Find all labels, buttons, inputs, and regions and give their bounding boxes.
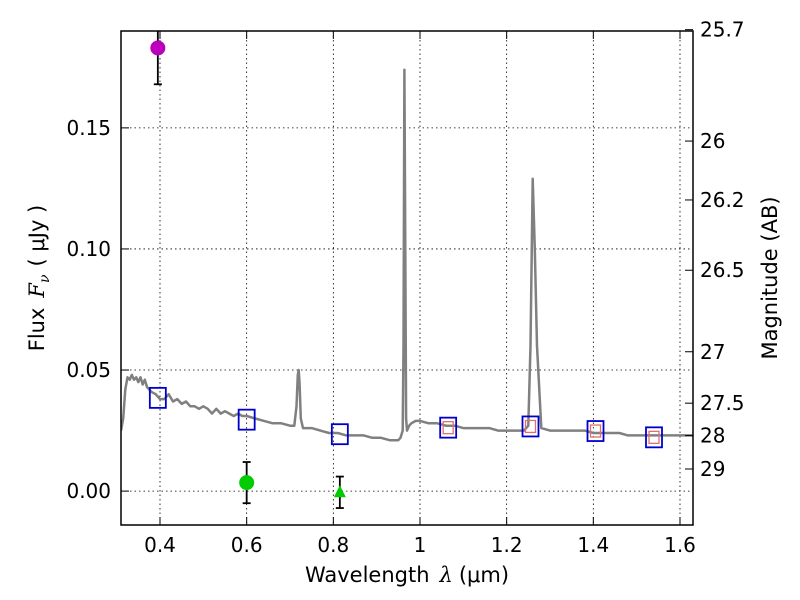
observed-green-limit-marker — [333, 485, 346, 498]
magnitude-tick-label: 25.7 — [700, 18, 745, 42]
grid-lines — [121, 31, 693, 525]
observed-bandpass-flux-marker — [524, 419, 537, 434]
magnitude-tick-label: 26.5 — [700, 258, 745, 282]
model-bandpass-flux-marker — [330, 423, 349, 446]
plot-frame — [120, 30, 694, 526]
y-tick-label: 0.00 — [66, 479, 111, 503]
y-tick-label: 0.05 — [66, 358, 111, 382]
x-axis-label: Wavelength λ (μm) — [305, 563, 509, 587]
plot-area — [121, 31, 693, 509]
model-bandpass-flux-marker — [521, 415, 540, 438]
x-tick-label: 1.4 — [577, 533, 609, 557]
x-tick-label: 1 — [414, 533, 427, 557]
model-bandpass-flux-marker — [439, 416, 458, 439]
model-bandpass-flux-marker — [586, 420, 605, 442]
observed-green-marker — [239, 475, 255, 491]
magnitude-axis-ticks: 25.7 26 26.2 26.5 27 27.5 28 29 — [685, 18, 745, 481]
observed-bandpass-flux-marker — [442, 421, 454, 435]
y-tick-label: 0.10 — [66, 237, 111, 261]
x-tick-label: 0.8 — [317, 533, 349, 557]
x-tick-label: 0.6 — [231, 533, 263, 557]
magnitude-tick-label: 26.2 — [700, 188, 745, 212]
magnitude-axis-label: Magnitude (AB) — [758, 196, 782, 359]
magnitude-tick-label: 28 — [700, 424, 725, 448]
y-axis-ticks: 0.00 0.05 0.10 0.15 — [66, 116, 129, 503]
observed-bandpass-flux-marker — [589, 424, 602, 438]
magnitude-tick-label: 27.5 — [700, 391, 745, 415]
observed-bandpass-flux-marker — [648, 430, 660, 444]
data-markers — [148, 31, 663, 509]
x-tick-label: 0.4 — [144, 533, 176, 557]
model-bandpass-flux-marker — [237, 408, 256, 431]
observed-purple-marker — [150, 40, 166, 56]
x-tick-label: 1.6 — [664, 533, 696, 557]
y-axis-label: FluxFν( μJy ) — [25, 205, 53, 351]
x-tick-label: 1.2 — [491, 533, 523, 557]
model-spectrum-line — [121, 68, 693, 442]
magnitude-tick-label: 27 — [700, 340, 725, 364]
magnitude-tick-label: 29 — [700, 457, 725, 481]
model-bandpass-flux-marker — [148, 386, 167, 409]
magnitude-tick-label: 26 — [700, 129, 725, 153]
model-bandpass-flux-marker — [645, 426, 663, 449]
x-axis-ticks: 0.4 0.6 0.8 1 1.2 1.4 1.6 — [144, 31, 696, 557]
y-tick-label: 0.15 — [66, 116, 111, 140]
